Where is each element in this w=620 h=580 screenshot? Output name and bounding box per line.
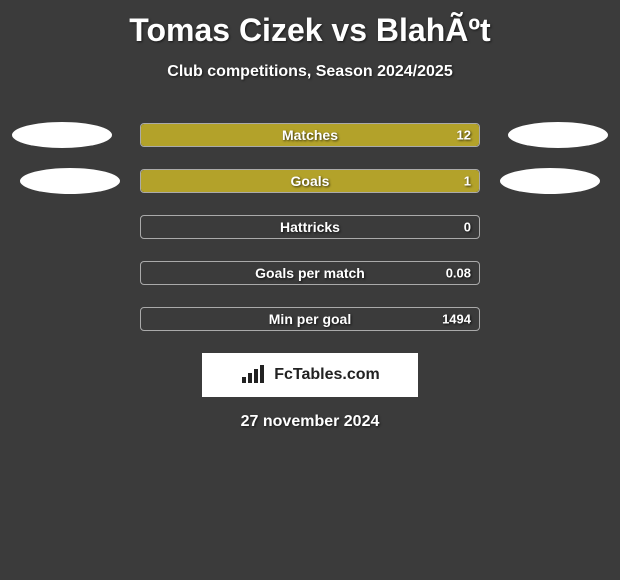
stat-label: Min per goal (269, 311, 351, 327)
player-ellipse-right (500, 168, 600, 194)
stat-value: 0 (464, 220, 471, 235)
stat-label: Goals per match (255, 265, 365, 281)
stat-bar: Matches 12 (140, 123, 480, 147)
bar-chart-icon (240, 365, 268, 385)
stat-row: Goals per match 0.08 (0, 261, 620, 285)
stat-value: 12 (457, 128, 471, 143)
stat-label: Hattricks (280, 219, 340, 235)
stat-label: Goals (291, 173, 330, 189)
footer-brand-box: FcTables.com (202, 353, 418, 397)
stats-container: Matches 12 Goals 1 Hattricks 0 Goals per match… (0, 123, 620, 331)
stat-value: 0.08 (446, 266, 471, 281)
stat-row: Hattricks 0 (0, 215, 620, 239)
stat-bar: Min per goal 1494 (140, 307, 480, 331)
footer-brand-text: FcTables.com (274, 366, 380, 384)
stat-row: Min per goal 1494 (0, 307, 620, 331)
stat-row: Matches 12 (0, 123, 620, 147)
subtitle: Club competitions, Season 2024/2025 (0, 63, 620, 81)
stat-row: Goals 1 (0, 169, 620, 193)
page-title: Tomas Cizek vs BlahÃºt (0, 0, 620, 49)
player-ellipse-left (20, 168, 120, 194)
player-ellipse-right (508, 122, 608, 148)
stat-bar: Goals 1 (140, 169, 480, 193)
footer-date: 27 november 2024 (0, 413, 620, 431)
stat-bar: Hattricks 0 (140, 215, 480, 239)
stat-bar: Goals per match 0.08 (140, 261, 480, 285)
stat-label: Matches (282, 127, 338, 143)
player-ellipse-left (12, 122, 112, 148)
stat-value: 1 (464, 174, 471, 189)
stat-value: 1494 (442, 312, 471, 327)
